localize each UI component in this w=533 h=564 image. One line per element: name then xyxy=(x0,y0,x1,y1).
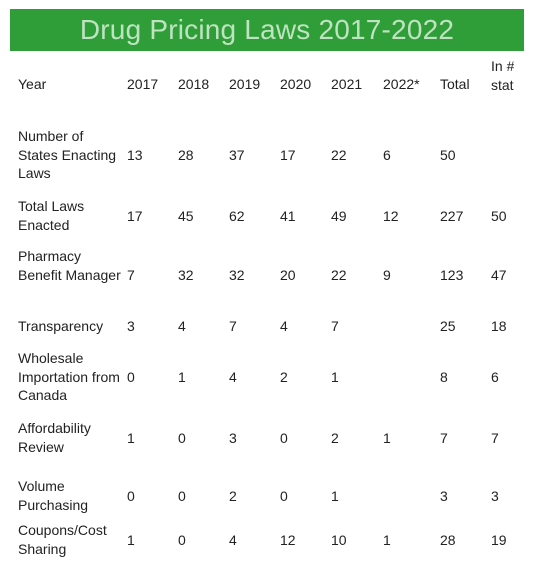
table-cell: 47 xyxy=(491,267,507,283)
table-cell: 0 xyxy=(280,430,288,446)
table-cell: 22 xyxy=(331,267,347,283)
table-cell: 4 xyxy=(178,318,186,334)
table-cell: 3 xyxy=(440,488,448,504)
table-cell: 49 xyxy=(331,208,347,224)
table-cell: 7 xyxy=(127,267,135,283)
table-cell: 12 xyxy=(280,532,296,548)
table-cell: 123 xyxy=(440,267,464,283)
table-cell: 45 xyxy=(178,208,194,224)
table-cell: 25 xyxy=(440,318,456,334)
table-cell: 0 xyxy=(127,369,135,385)
table-cell: 8 xyxy=(440,369,448,385)
table-cell: 2 xyxy=(229,488,237,504)
table-cell: 12 xyxy=(383,208,399,224)
table-cell: 4 xyxy=(229,369,237,385)
table-cell: 1 xyxy=(178,369,186,385)
table-cell: 0 xyxy=(127,488,135,504)
table-cell: 1 xyxy=(127,430,135,446)
table-cell: 7 xyxy=(440,430,448,446)
column-header: 2021 xyxy=(331,76,363,92)
column-header: 2020 xyxy=(280,76,312,92)
table-cell: 1 xyxy=(127,532,135,548)
table-cell: 28 xyxy=(440,532,456,548)
row-label: Transparency xyxy=(18,318,104,334)
table-cell: 227 xyxy=(440,208,464,224)
row-label: Affordability Review xyxy=(18,420,91,455)
table-cell: 1 xyxy=(383,532,391,548)
column-header-year: Year xyxy=(18,76,47,92)
row-label: Wholesale Importation from Canada xyxy=(18,350,120,403)
table-cell: 2 xyxy=(331,430,339,446)
table-cell: 1 xyxy=(331,488,339,504)
table-cell: 37 xyxy=(229,147,245,163)
table-cell: 28 xyxy=(178,147,194,163)
row-label: Volume Purchasing xyxy=(18,478,89,513)
table-cell: 0 xyxy=(178,532,186,548)
table-cell: 1 xyxy=(331,369,339,385)
row-label: Coupons/Cost Sharing xyxy=(18,522,107,557)
table-cell: 41 xyxy=(280,208,296,224)
table-cell: 22 xyxy=(331,147,347,163)
table-cell: 18 xyxy=(491,318,507,334)
table-cell: 1 xyxy=(383,430,391,446)
table-cell: 50 xyxy=(440,147,456,163)
table-cell: 0 xyxy=(178,430,186,446)
table-cell: 9 xyxy=(383,267,391,283)
title-banner: Drug Pricing Laws 2017-2022 xyxy=(10,9,524,51)
table-cell: 3 xyxy=(491,488,499,504)
column-header: 2018 xyxy=(178,76,210,92)
table-cell: 32 xyxy=(229,267,245,283)
column-header: 2022* xyxy=(383,76,420,92)
table-cell: 32 xyxy=(178,267,194,283)
column-header: Total xyxy=(440,76,470,92)
column-header: 2017 xyxy=(127,76,159,92)
row-label: Pharmacy Benefit Manager xyxy=(18,248,121,283)
table-cell: 0 xyxy=(178,488,186,504)
table-cell: 7 xyxy=(331,318,339,334)
table-cell: 4 xyxy=(229,532,237,548)
table-cell: 6 xyxy=(491,369,499,385)
row-label: Total Laws Enacted xyxy=(18,198,85,233)
table-cell: 2 xyxy=(280,369,288,385)
column-header: In # of states xyxy=(491,58,514,93)
table-cell: 13 xyxy=(127,147,143,163)
table-cell: 20 xyxy=(280,267,296,283)
table-cell: 4 xyxy=(280,318,288,334)
page-title: Drug Pricing Laws 2017-2022 xyxy=(79,14,455,45)
table-cell: 0 xyxy=(280,488,288,504)
row-label: Number of States Enacting Laws xyxy=(18,128,117,181)
table-cell: 6 xyxy=(383,147,391,163)
table-cell: 3 xyxy=(127,318,135,334)
table-cell: 7 xyxy=(229,318,237,334)
table-cell: 50 xyxy=(491,208,507,224)
table-cell: 19 xyxy=(491,532,507,548)
table-cell: 17 xyxy=(280,147,296,163)
column-header: 2019 xyxy=(229,76,261,92)
table-cell: 3 xyxy=(229,430,237,446)
table-cell: 62 xyxy=(229,208,245,224)
table-cell: 10 xyxy=(331,532,347,548)
table-cell: 7 xyxy=(491,430,499,446)
table-cell: 17 xyxy=(127,208,143,224)
